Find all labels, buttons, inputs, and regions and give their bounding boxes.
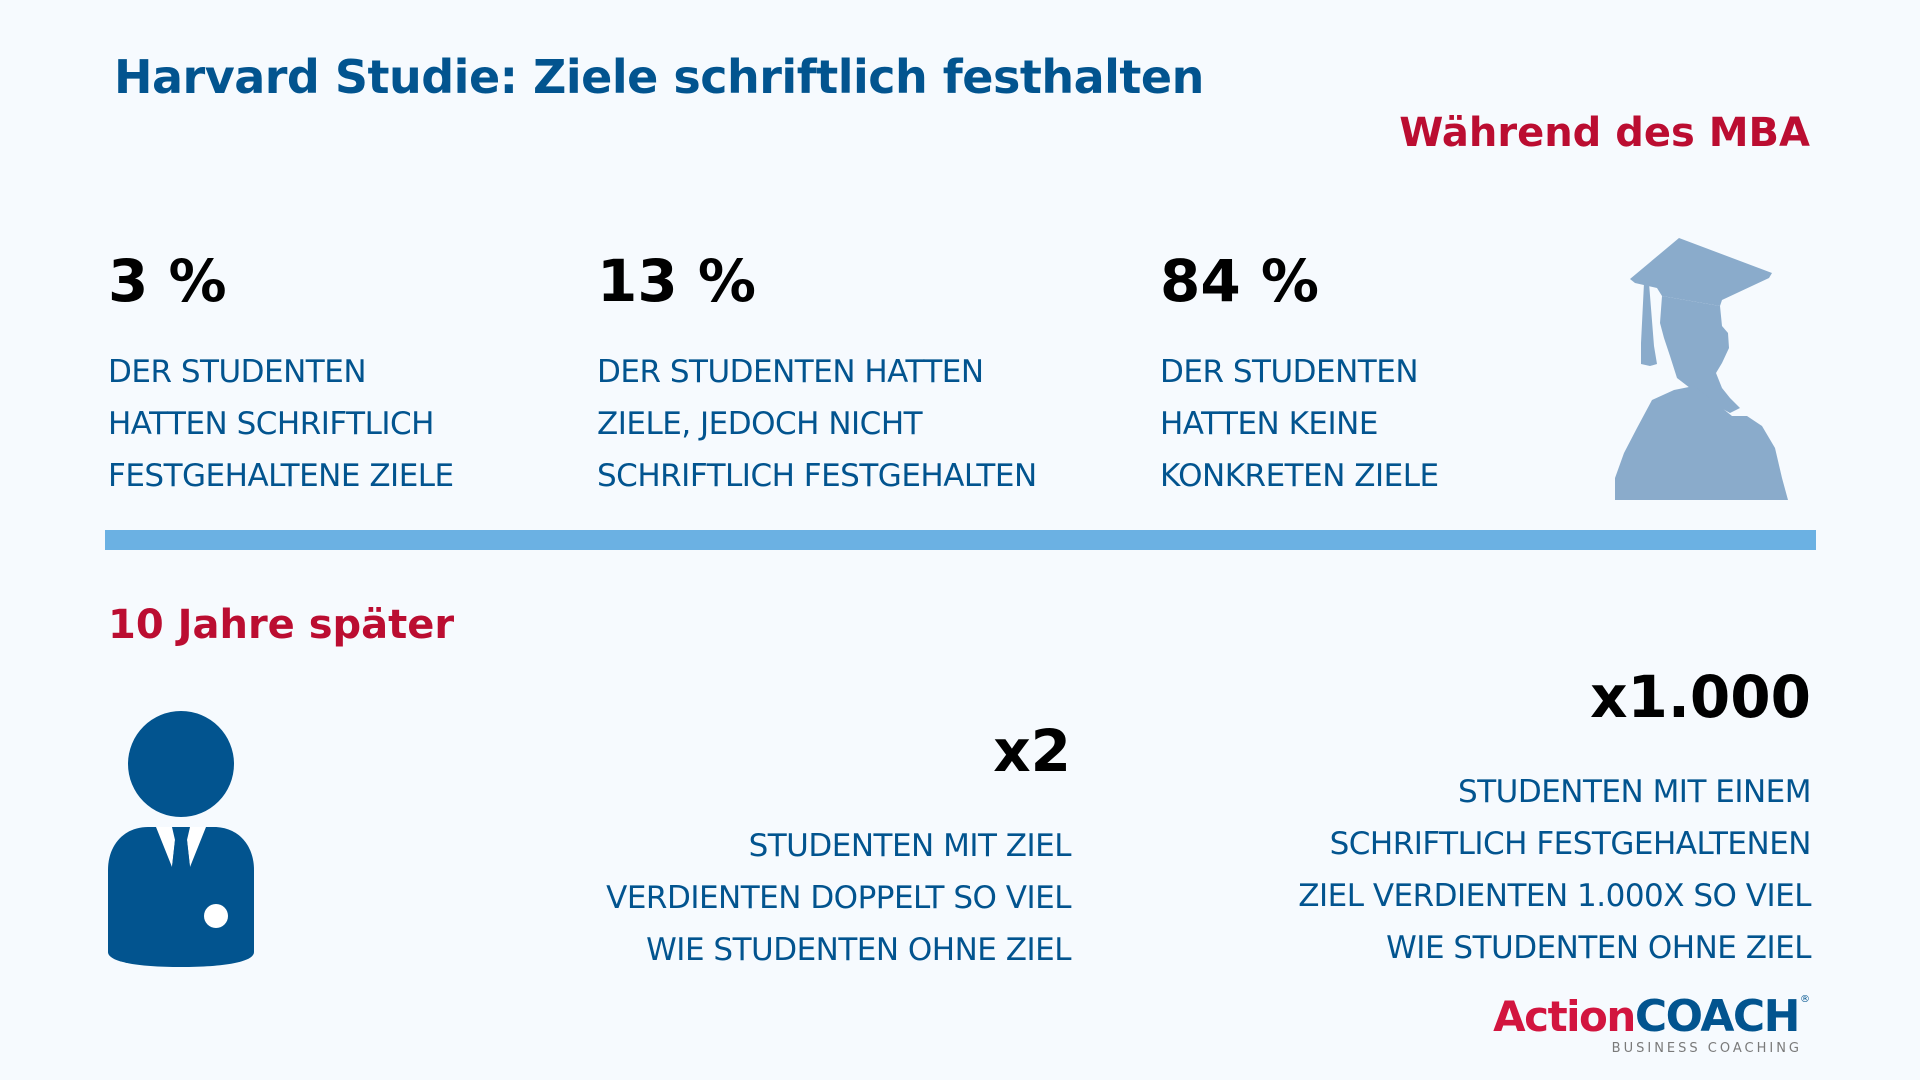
ten-years-later-heading: 10 Jahre später (108, 602, 455, 648)
stat-value: 3 % (108, 247, 227, 315)
actioncoach-logo: Action COACH ® BUSINESS COACHING (1465, 995, 1810, 1059)
section-divider (105, 530, 1816, 550)
logo-coach-text: COACH (1634, 991, 1801, 1042)
stat-unwritten-goals: 13 % DER STUDENTEN HATTEN ZIELE, JEDOCH … (597, 252, 1037, 502)
logo-subtitle: BUSINESS COACHING (1611, 1041, 1802, 1056)
stat-written-goals: 3 % DER STUDENTEN HATTEN SCHRIFTLICH FES… (108, 252, 454, 502)
registered-mark: ® (1800, 994, 1810, 1005)
result-description: STUDENTEN MIT EINEM SCHRIFTLICH FESTGEHA… (1298, 774, 1811, 966)
stat-no-goals: 84 % DER STUDENTEN HATTEN KEINE KONKRETE… (1160, 252, 1439, 502)
during-mba-heading: Während des MBA (1399, 110, 1810, 156)
result-value: x2 (993, 717, 1071, 785)
page-title: Harvard Studie: Ziele schriftlich festha… (114, 50, 1204, 104)
stat-description: DER STUDENTEN HATTEN ZIELE, JEDOCH NICHT… (597, 354, 1037, 494)
result-description: STUDENTEN MIT ZIEL VERDIENTEN DOPPELT SO… (606, 828, 1071, 968)
stat-description: DER STUDENTEN HATTEN KEINE KONKRETEN ZIE… (1160, 354, 1439, 494)
result-double-income: x2 STUDENTEN MIT ZIEL VERDIENTEN DOPPELT… (606, 722, 1071, 976)
logo-action-text: Action (1493, 992, 1636, 1041)
graduate-silhouette-icon (1615, 238, 1788, 500)
result-value: x1.000 (1590, 663, 1811, 731)
stat-value: 84 % (1160, 247, 1320, 315)
stat-description: DER STUDENTEN HATTEN SCHRIFTLICH FESTGEH… (108, 354, 454, 494)
businessman-icon (108, 711, 254, 967)
stat-value: 13 % (597, 247, 757, 315)
result-thousandfold-income: x1.000 STUDENTEN MIT EINEM SCHRIFTLICH F… (1298, 668, 1811, 974)
